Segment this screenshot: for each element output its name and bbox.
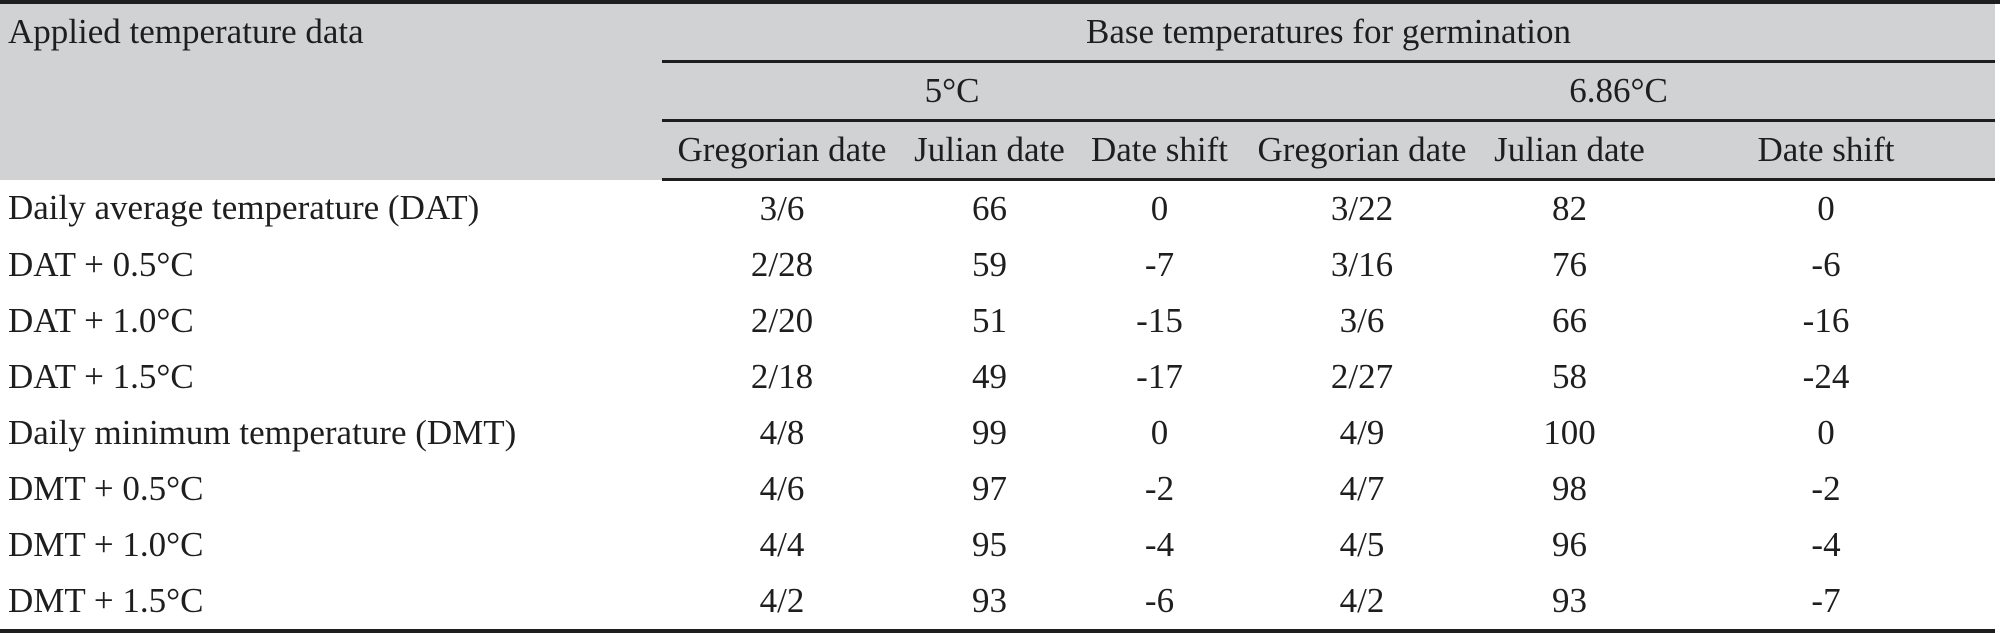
table-cell: 2/18 (662, 349, 902, 405)
table-cell: 49 (902, 349, 1077, 405)
table-cell: 4/7 (1242, 461, 1482, 517)
table-cell: 0 (1077, 405, 1242, 461)
col-gregorian-date: Gregorian date (1242, 121, 1482, 180)
col-julian-date: Julian date (902, 121, 1077, 180)
table-cell: -6 (1657, 237, 1995, 293)
table-cell: 58 (1482, 349, 1657, 405)
table-cell: 0 (1077, 180, 1242, 238)
table-cell: -16 (1657, 293, 1995, 349)
table-cell: -24 (1657, 349, 1995, 405)
subgroup-686c: 6.86°C (1242, 62, 1995, 121)
table-cell: 3/16 (1242, 237, 1482, 293)
table-cell: -2 (1657, 461, 1995, 517)
table-cell: -6 (1077, 573, 1242, 631)
table-cell: 4/4 (662, 517, 902, 573)
table-cell: 99 (902, 405, 1077, 461)
table-cell: 93 (1482, 573, 1657, 631)
table-cell: -7 (1657, 573, 1995, 631)
table-cell: 66 (1482, 293, 1657, 349)
table-cell: 51 (902, 293, 1077, 349)
table-cell: 100 (1482, 405, 1657, 461)
table-cell: 95 (902, 517, 1077, 573)
subgroup-5c: 5°C (662, 62, 1242, 121)
row-label: DAT + 0.5°C (0, 237, 662, 293)
row-label: Daily average temperature (DAT) (0, 180, 662, 238)
table-cell: 4/9 (1242, 405, 1482, 461)
table-row: Daily average temperature (DAT) 3/6 66 0… (0, 180, 1995, 238)
table-cell: 96 (1482, 517, 1657, 573)
table-row: Daily minimum temperature (DMT) 4/8 99 0… (0, 405, 1995, 461)
table-cell: -17 (1077, 349, 1242, 405)
col-julian-date: Julian date (1482, 121, 1657, 180)
table-cell: 82 (1482, 180, 1657, 238)
table-cell: 97 (902, 461, 1077, 517)
table-cell: 0 (1657, 405, 1995, 461)
table-cell: 0 (1657, 180, 1995, 238)
col-date-shift: Date shift (1657, 121, 1995, 180)
table-cell: 3/6 (662, 180, 902, 238)
table-row: DMT + 0.5°C 4/6 97 -2 4/7 98 -2 (0, 461, 1995, 517)
table-cell: 4/6 (662, 461, 902, 517)
table-cell: -15 (1077, 293, 1242, 349)
table-cell: 4/2 (1242, 573, 1482, 631)
table-row: DMT + 1.5°C 4/2 93 -6 4/2 93 -7 (0, 573, 1995, 631)
table-cell: 59 (902, 237, 1077, 293)
row-label: Daily minimum temperature (DMT) (0, 405, 662, 461)
table-row: DAT + 0.5°C 2/28 59 -7 3/16 76 -6 (0, 237, 1995, 293)
table-cell: -2 (1077, 461, 1242, 517)
table-cell: 4/5 (1242, 517, 1482, 573)
col-gregorian-date: Gregorian date (662, 121, 902, 180)
table-header: Applied temperature data Base temperatur… (0, 4, 1995, 180)
table-cell: -4 (1077, 517, 1242, 573)
table-cell: 3/6 (1242, 293, 1482, 349)
table-cell: 66 (902, 180, 1077, 238)
row-label: DMT + 1.0°C (0, 517, 662, 573)
table-row: DMT + 1.0°C 4/4 95 -4 4/5 96 -4 (0, 517, 1995, 573)
row-header-label: Applied temperature data (0, 4, 662, 180)
row-label: DMT + 1.5°C (0, 573, 662, 631)
table-body: Daily average temperature (DAT) 3/6 66 0… (0, 180, 1995, 632)
table-cell: 4/2 (662, 573, 902, 631)
table-cell: 93 (902, 573, 1077, 631)
table-row: DAT + 1.5°C 2/18 49 -17 2/27 58 -24 (0, 349, 1995, 405)
row-label: DAT + 1.0°C (0, 293, 662, 349)
table-cell: -7 (1077, 237, 1242, 293)
table-cell: 2/27 (1242, 349, 1482, 405)
row-label: DAT + 1.5°C (0, 349, 662, 405)
table-row: DAT + 1.0°C 2/20 51 -15 3/6 66 -16 (0, 293, 1995, 349)
table-cell: 76 (1482, 237, 1657, 293)
table-cell: 2/28 (662, 237, 902, 293)
table-cell: 2/20 (662, 293, 902, 349)
row-label: DMT + 0.5°C (0, 461, 662, 517)
germination-table: Applied temperature data Base temperatur… (0, 4, 1995, 633)
group-title: Base temperatures for germination (662, 4, 1995, 62)
table-cell: 3/22 (1242, 180, 1482, 238)
table-cell: -4 (1657, 517, 1995, 573)
col-date-shift: Date shift (1077, 121, 1242, 180)
table-cell: 4/8 (662, 405, 902, 461)
table-cell: 98 (1482, 461, 1657, 517)
